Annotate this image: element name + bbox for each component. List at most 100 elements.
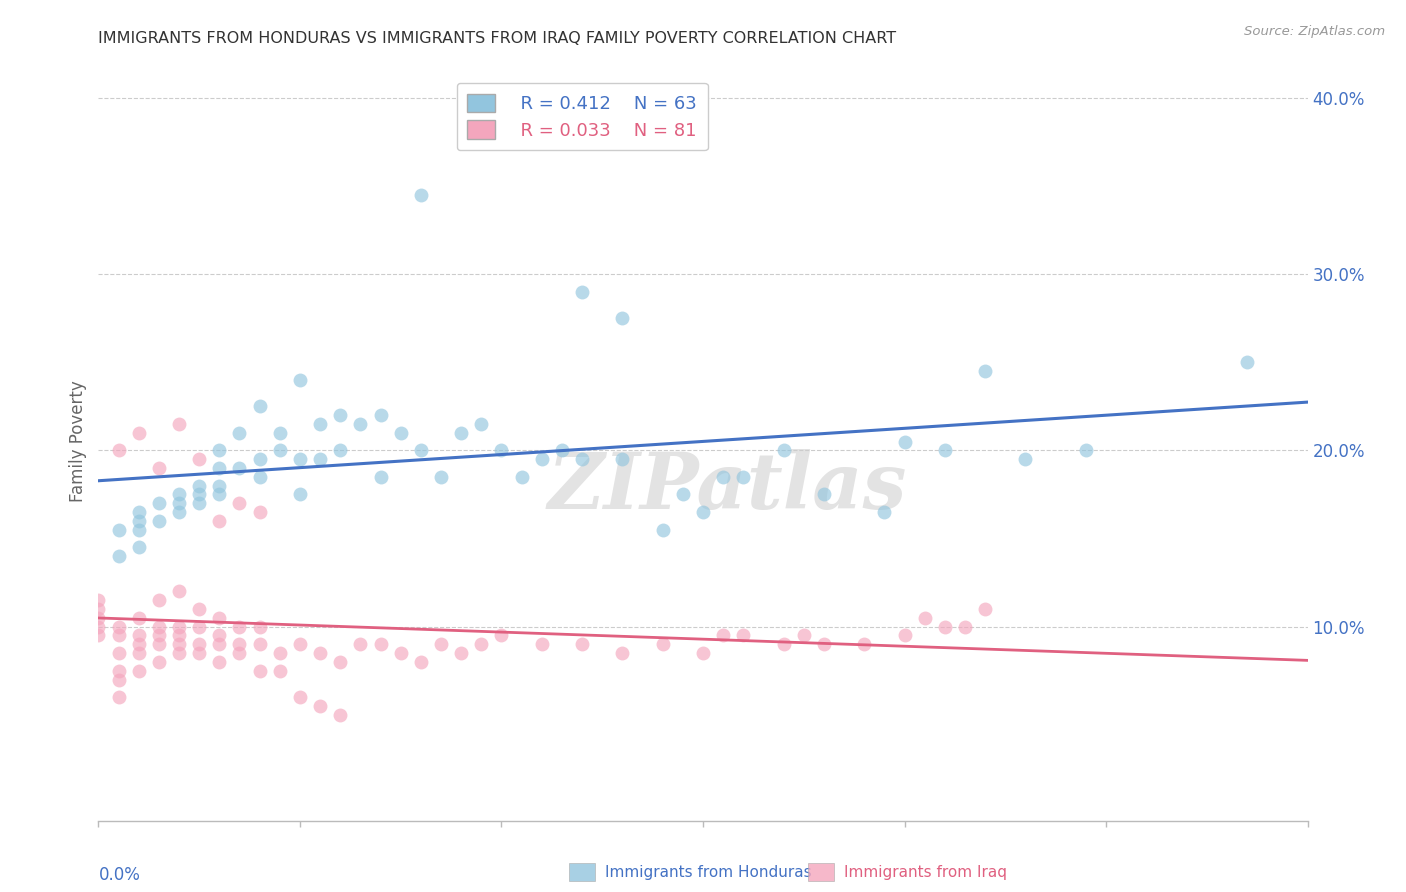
- Point: [370, 470, 392, 484]
- Point: [249, 452, 271, 467]
- Point: [530, 637, 553, 651]
- Text: Immigrants from Iraq: Immigrants from Iraq: [844, 865, 1007, 880]
- Point: [409, 187, 432, 202]
- Point: [148, 655, 170, 669]
- Point: [269, 443, 291, 458]
- Point: [249, 620, 271, 634]
- Point: [692, 505, 714, 519]
- Point: [612, 311, 634, 326]
- Point: [873, 505, 896, 519]
- Point: [1074, 443, 1097, 458]
- Point: [430, 637, 453, 651]
- Point: [491, 628, 513, 642]
- Point: [1014, 452, 1036, 467]
- Point: [288, 373, 311, 387]
- Point: [228, 425, 250, 440]
- Legend:   R = 0.412    N = 63,   R = 0.033    N = 81: R = 0.412 N = 63, R = 0.033 N = 81: [457, 83, 707, 151]
- Text: IMMIGRANTS FROM HONDURAS VS IMMIGRANTS FROM IRAQ FAMILY POVERTY CORRELATION CHAR: IMMIGRANTS FROM HONDURAS VS IMMIGRANTS F…: [98, 31, 897, 46]
- Point: [188, 452, 211, 467]
- Point: [470, 417, 492, 431]
- Point: [188, 496, 211, 510]
- Point: [329, 408, 352, 422]
- Point: [612, 452, 634, 467]
- Point: [167, 505, 190, 519]
- Point: [772, 443, 794, 458]
- Point: [974, 602, 997, 616]
- Point: [491, 443, 513, 458]
- Point: [249, 470, 271, 484]
- Y-axis label: Family Poverty: Family Poverty: [69, 381, 87, 502]
- Point: [167, 628, 190, 642]
- Point: [288, 637, 311, 651]
- Point: [228, 461, 250, 475]
- Point: [148, 628, 170, 642]
- Point: [87, 611, 110, 625]
- Point: [450, 425, 472, 440]
- Point: [208, 514, 231, 528]
- Point: [329, 443, 352, 458]
- Point: [148, 496, 170, 510]
- Point: [692, 646, 714, 660]
- Point: [914, 611, 936, 625]
- Point: [309, 699, 332, 714]
- Point: [409, 443, 432, 458]
- Point: [208, 628, 231, 642]
- Point: [107, 523, 129, 537]
- Text: Immigrants from Honduras: Immigrants from Honduras: [605, 865, 811, 880]
- Point: [934, 620, 956, 634]
- Point: [288, 690, 311, 705]
- Point: [249, 637, 271, 651]
- Point: [571, 637, 593, 651]
- Point: [128, 628, 150, 642]
- Point: [249, 399, 271, 413]
- Point: [208, 443, 231, 458]
- Point: [228, 646, 250, 660]
- Point: [128, 664, 150, 678]
- Point: [934, 443, 956, 458]
- Point: [107, 690, 129, 705]
- Point: [329, 655, 352, 669]
- Point: [309, 646, 332, 660]
- Point: [389, 646, 412, 660]
- Point: [128, 646, 150, 660]
- Point: [128, 425, 150, 440]
- Point: [349, 637, 371, 651]
- Point: [167, 496, 190, 510]
- Point: [167, 584, 190, 599]
- Point: [793, 628, 815, 642]
- Point: [288, 487, 311, 501]
- Point: [309, 452, 332, 467]
- Point: [128, 637, 150, 651]
- Point: [208, 487, 231, 501]
- Point: [1236, 355, 1258, 369]
- Point: [269, 664, 291, 678]
- Point: [188, 602, 211, 616]
- Point: [188, 487, 211, 501]
- Point: [772, 637, 794, 651]
- Point: [148, 637, 170, 651]
- Point: [409, 655, 432, 669]
- Point: [953, 620, 976, 634]
- Point: [188, 620, 211, 634]
- Point: [530, 452, 553, 467]
- Point: [711, 470, 734, 484]
- Point: [450, 646, 472, 660]
- Point: [128, 505, 150, 519]
- Point: [107, 443, 129, 458]
- Point: [148, 593, 170, 607]
- Point: [370, 408, 392, 422]
- Point: [208, 655, 231, 669]
- Point: [612, 646, 634, 660]
- Point: [128, 611, 150, 625]
- Point: [470, 637, 492, 651]
- Point: [107, 664, 129, 678]
- Point: [551, 443, 574, 458]
- Point: [813, 487, 835, 501]
- Point: [349, 417, 371, 431]
- Point: [128, 523, 150, 537]
- Point: [148, 620, 170, 634]
- Point: [309, 417, 332, 431]
- Point: [893, 628, 915, 642]
- Point: [510, 470, 533, 484]
- Point: [208, 461, 231, 475]
